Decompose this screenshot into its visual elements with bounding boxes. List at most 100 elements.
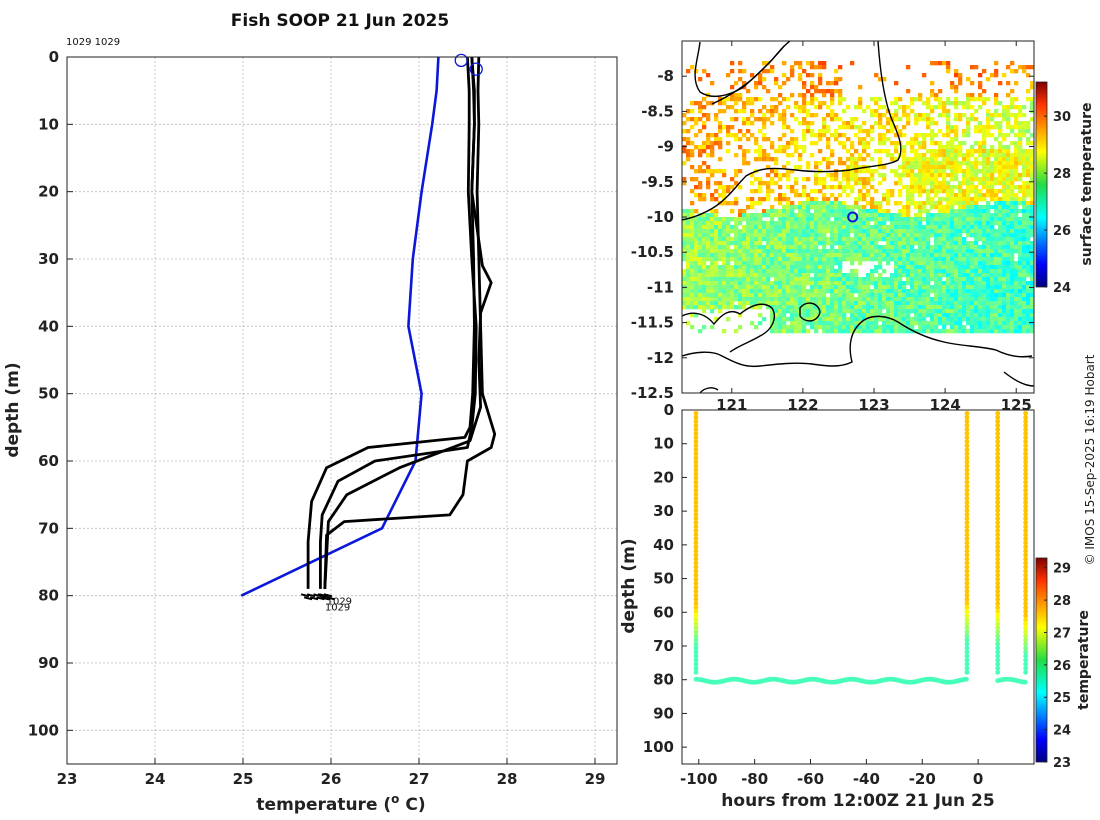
- sst-cell: [842, 185, 847, 190]
- sst-cell: [842, 125, 847, 130]
- sst-cell: [954, 217, 959, 222]
- sst-cell: [718, 181, 723, 186]
- sst-cell: [714, 229, 719, 234]
- sst-cell: [726, 293, 731, 298]
- sst-cell: [834, 249, 839, 254]
- sst-cell: [1014, 225, 1019, 230]
- sst-cell: [970, 169, 975, 174]
- sst-cell: [910, 173, 915, 178]
- sst-cell: [714, 137, 719, 142]
- sst-cell: [1002, 177, 1007, 182]
- cast-point: [1023, 601, 1029, 606]
- sst-cell: [842, 177, 847, 182]
- sst-cell: [754, 189, 759, 194]
- sst-cell: [818, 229, 823, 234]
- sst-cell: [746, 237, 751, 242]
- sst-cell: [698, 273, 703, 278]
- sst-cell: [790, 213, 795, 218]
- sst-cell: [974, 297, 979, 302]
- sst-cell: [834, 225, 839, 230]
- sst-cell: [918, 233, 923, 238]
- sst-cell: [878, 285, 883, 290]
- sst-cell: [930, 93, 935, 98]
- sst-cell: [938, 113, 943, 118]
- sst-cell: [978, 225, 983, 230]
- sst-cell: [874, 113, 879, 118]
- sst-cell: [798, 233, 803, 238]
- sst-cell: [722, 261, 727, 266]
- sst-cell: [786, 213, 791, 218]
- sst-cell: [986, 97, 991, 102]
- sst-cell: [922, 241, 927, 246]
- cast-point: [1023, 593, 1029, 598]
- sst-cell: [750, 281, 755, 286]
- sst-cell: [778, 325, 783, 330]
- sst-cell: [798, 65, 803, 70]
- sst-cell: [942, 145, 947, 150]
- sst-cell: [954, 157, 959, 162]
- sst-cell: [966, 241, 971, 246]
- sst-cell: [850, 169, 855, 174]
- cast-point: [1023, 548, 1029, 554]
- sst-cell: [970, 265, 975, 270]
- sst-cell: [958, 293, 963, 298]
- sst-cell: [930, 161, 935, 166]
- sst-cell: [794, 117, 799, 122]
- sst-cell: [786, 221, 791, 226]
- sst-cell: [826, 257, 831, 262]
- sst-cell: [690, 253, 695, 258]
- sst-cell: [1022, 289, 1027, 294]
- sst-cell: [738, 109, 743, 114]
- sst-cell: [1022, 273, 1027, 278]
- sst-cell: [914, 293, 919, 298]
- sst-cell: [858, 169, 863, 174]
- sst-cell: [970, 217, 975, 222]
- sst-cell: [1014, 273, 1019, 278]
- sst-cell: [946, 321, 951, 326]
- sst-cell: [934, 141, 939, 146]
- sst-cell: [950, 153, 955, 158]
- sst-cell: [810, 197, 815, 202]
- sst-cell: [978, 189, 983, 194]
- sst-cell: [870, 237, 875, 242]
- sst-cell: [946, 97, 951, 102]
- sst-cell: [690, 277, 695, 282]
- sst-cell: [1002, 153, 1007, 158]
- sst-cell: [922, 201, 927, 206]
- sst-cell: [842, 201, 847, 206]
- sst-cell: [782, 265, 787, 270]
- sst-cell: [942, 181, 947, 186]
- sst-cell: [782, 253, 787, 258]
- sst-cell: [938, 301, 943, 306]
- sst-cell: [946, 213, 951, 218]
- cast-point: [964, 423, 970, 428]
- sst-cell: [854, 169, 859, 174]
- sst-cell: [706, 257, 711, 262]
- sst-cell: [838, 225, 843, 230]
- sst-cell: [974, 213, 979, 218]
- sst-cell: [834, 313, 839, 318]
- sst-cell: [946, 309, 951, 314]
- sst-cell: [786, 141, 791, 146]
- sst-cell: [714, 237, 719, 242]
- sst-cell: [934, 281, 939, 286]
- sst-cell: [962, 173, 967, 178]
- temperature-colorbar-label: temperature: [1076, 610, 1092, 710]
- sst-cell: [830, 117, 835, 122]
- profile-bottom-scribble: [303, 596, 313, 601]
- sst-cell: [862, 221, 867, 226]
- sst-cell: [874, 169, 879, 174]
- sst-cell: [766, 249, 771, 254]
- sst-cell: [738, 269, 743, 274]
- sst-cell: [946, 209, 951, 214]
- sst-cell: [798, 329, 803, 334]
- sst-cell: [818, 293, 823, 298]
- sst-cell: [786, 201, 791, 206]
- sst-cell: [738, 233, 743, 238]
- sst-cell: [766, 189, 771, 194]
- sst-cell: [818, 73, 823, 78]
- sst-cell: [738, 209, 743, 214]
- sst-cell: [946, 185, 951, 190]
- sst-cell: [810, 129, 815, 134]
- sst-cell: [702, 217, 707, 222]
